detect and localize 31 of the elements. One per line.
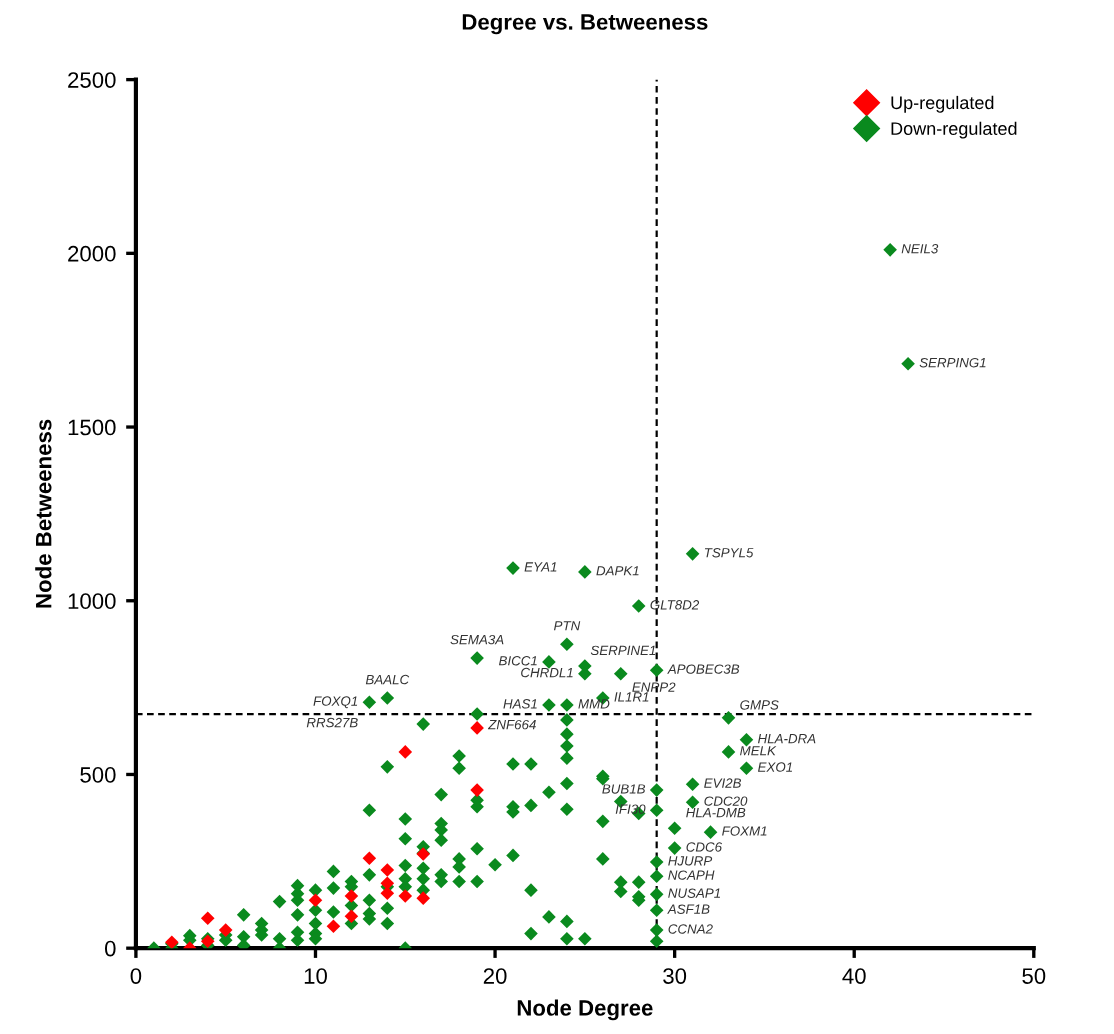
x-tick-label: 50 — [1022, 968, 1046, 984]
point — [380, 863, 395, 877]
point — [218, 923, 233, 937]
point — [344, 909, 359, 924]
legend-label: Down-regulated — [891, 121, 1017, 139]
point — [470, 783, 484, 797]
y-tick-label: 2500 — [68, 72, 116, 88]
y-tick-label: 500 — [80, 767, 116, 783]
chart-title: Degree vs. Betweeness — [462, 14, 708, 35]
x-axis-title: Node Degree — [517, 999, 653, 1021]
point — [326, 919, 341, 934]
point — [308, 893, 323, 908]
y-tick-label: 0 — [104, 940, 116, 957]
point — [200, 911, 215, 926]
point — [470, 721, 484, 735]
point — [416, 891, 431, 905]
point — [398, 889, 413, 903]
x-tick-label: 0 — [130, 968, 142, 984]
y-tick-label: 1500 — [68, 419, 116, 436]
x-tick-label: 30 — [663, 968, 687, 984]
y-tick-label: 1000 — [68, 593, 116, 610]
point — [380, 886, 395, 901]
x-tick-label: 40 — [842, 968, 866, 984]
point — [362, 851, 377, 865]
legend-label: Up-regulated — [891, 95, 994, 113]
point — [344, 889, 359, 903]
y-axis-title: Node Betweeness — [35, 419, 52, 608]
x-tick-label: 20 — [483, 968, 507, 984]
point — [398, 745, 413, 759]
x-tick-label: 10 — [304, 968, 327, 984]
y-tick-label: 2000 — [68, 245, 116, 262]
